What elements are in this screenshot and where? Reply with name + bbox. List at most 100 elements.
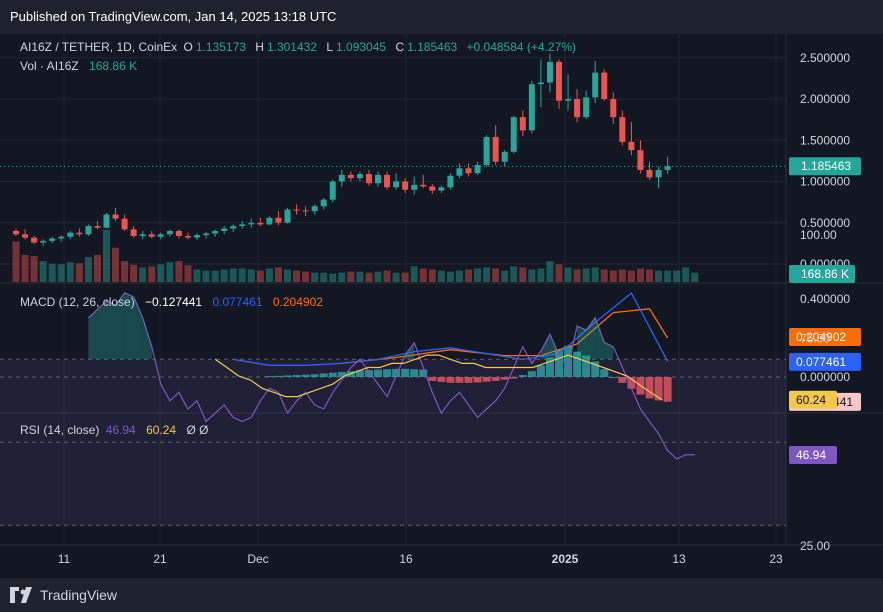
rsi-ma-value: 60.24 [146,423,177,437]
volume-bar [121,261,129,282]
macd-signal-badge [789,328,861,347]
volume-bar [30,256,38,282]
volume-bar [636,268,644,282]
candle-body [393,181,400,188]
volume-bar [618,269,626,282]
volume-bar [573,269,581,282]
candle-body [619,117,626,142]
volume-bar [492,268,500,282]
volume-bar [646,269,653,282]
volume-bar [320,272,328,282]
candle-body [40,240,47,243]
candle-body [103,214,110,228]
tradingview-logo-icon [10,587,32,603]
candle-body [384,174,391,188]
published-text: Published on TradingView.com, Jan 14, 20… [10,9,337,24]
macd-histogram-bar [500,377,509,380]
rsi-line [87,292,695,460]
candle-body [22,234,29,238]
macd-histogram-bar [274,375,283,377]
candle-body [76,232,83,235]
macd-line-badge-label: 0.077461 [796,355,846,369]
price-tick-label: 1.000000 [800,175,850,189]
macd-histogram-bar [600,369,609,377]
macd-tick-label: 0.000000 [800,370,850,384]
candle-body [365,174,372,184]
volume-bar [655,270,663,282]
candle-body [212,231,219,234]
volume-bar [519,267,527,282]
rsi-overbought-fill [106,301,116,360]
candle-body [411,184,418,190]
macd-histogram-bar [663,377,672,402]
macd-hist-value: −0.127441 [145,295,203,309]
candle-body [592,72,599,98]
candle-body [402,181,409,190]
macd-histogram-bar [328,372,337,377]
volume-bar [428,269,436,282]
macd-histogram-bar [455,377,464,383]
macd-histogram-bar [582,355,591,377]
rsi-ma-line [214,354,663,401]
last-volume-label: 168.86 K [801,267,849,281]
volume-bar [546,261,554,282]
candle-body [166,231,173,235]
x-tick-label: 16 [399,552,413,566]
macd-histogram-bar [265,376,274,378]
chart-svg[interactable]: 2.500000 2.000000 1.500000 1.000000 0.500000… [0,34,883,578]
volume-bar [229,268,237,282]
volume-bar [166,262,174,282]
candle-body [601,72,608,99]
candle-body [157,234,164,237]
chart-area[interactable]: 2.500000 2.000000 1.500000 1.000000 0.500000… [0,34,883,578]
candle-body [203,233,210,236]
macd-histogram-bar [355,370,364,377]
candle-body [438,187,445,191]
price-legend: AI16Z / TETHER, 1D, CoinEx O 1.135173 H 1.… [20,40,579,54]
macd-histogram-bar [482,377,491,382]
macd-histogram-bar [374,369,382,377]
volume-bar [392,272,400,282]
macd-line-value: 0.077461 [212,295,263,309]
volume-bar [311,272,319,282]
volume-bar [293,270,301,282]
macd-histogram-bar [437,377,446,382]
candle-body [356,174,363,179]
candle-body [664,166,671,170]
rsi-legend: RSI (14, close) 46.94 60.24 Ø Ø [20,423,211,437]
macd-histogram-bar [364,369,373,377]
macd-histogram-bar [319,373,328,377]
volume-bar [130,264,138,282]
volume-bar [93,254,101,282]
last-price-badge [789,157,861,176]
rsi-overbought-fill [115,292,125,360]
candle-body [492,136,499,162]
rsi-overbought-fill [124,292,134,360]
candle-body [130,229,137,236]
candle-body [420,184,427,187]
macd-histogram-bar [555,349,563,377]
candle-body [329,181,336,200]
volume-bar [600,269,608,282]
candle-body [610,99,617,118]
macd-histogram-bar [419,369,428,377]
volume-bar [48,263,56,282]
macd-histogram-bar [473,377,482,383]
last-volume-badge [789,265,855,283]
volume-bar [220,269,228,282]
volume-bar [21,254,29,282]
volume-bar [265,268,273,282]
volume-bar [347,271,355,282]
macd-histogram-bar [301,374,310,377]
volume-bar [12,241,20,282]
candle-body [221,228,228,231]
macd-histogram-bar [410,369,419,377]
candle-body [266,217,273,225]
volume-bar [682,267,690,282]
volume-bar [193,269,201,282]
macd-label: MACD (12, 26, close) [20,295,135,309]
candle-body [58,236,65,239]
rsi-overbought-fill [405,342,415,360]
macd-signal-value: 0.204902 [272,295,323,309]
candle-body [139,234,146,236]
